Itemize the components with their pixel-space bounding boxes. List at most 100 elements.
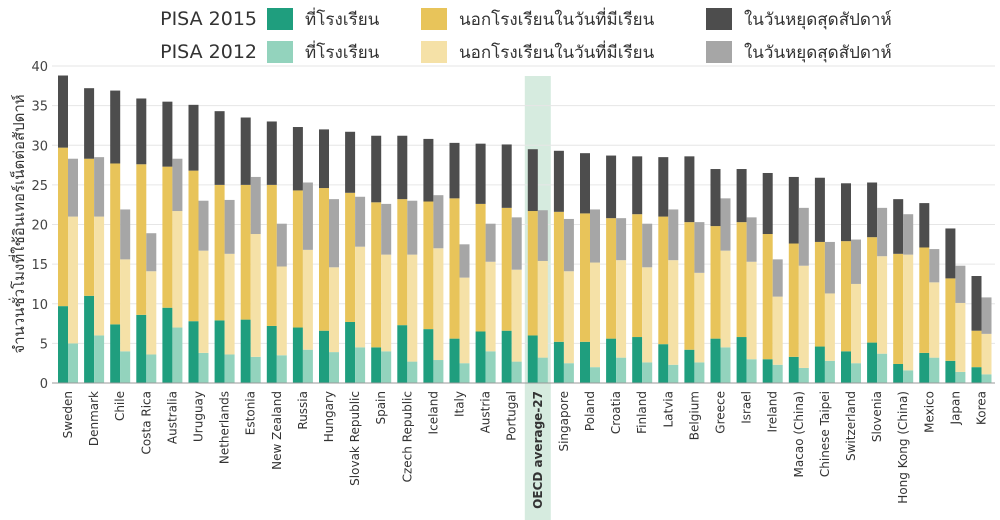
bar-2015-weekend bbox=[710, 169, 721, 227]
bar-2012-school bbox=[668, 364, 679, 383]
x-tick-label: Estonia bbox=[244, 391, 258, 435]
y-tick-label: 5 bbox=[40, 337, 48, 352]
x-tick-label: Finland bbox=[635, 391, 649, 434]
bar-2012-school bbox=[746, 359, 757, 383]
bar-2012-school bbox=[146, 354, 157, 383]
bar-2015-outside bbox=[136, 164, 147, 315]
bar-2015-school bbox=[814, 346, 825, 383]
bar-2012-weekend bbox=[590, 209, 600, 263]
x-tick-label: Hungary bbox=[322, 391, 336, 442]
bar-2015-school bbox=[397, 325, 408, 383]
bar-2015-weekend bbox=[788, 176, 799, 244]
bar-2015-weekend bbox=[893, 199, 904, 254]
legend-swatch-2015-weekend bbox=[706, 8, 732, 30]
bar-2015-school bbox=[606, 338, 617, 383]
legend-row-label-2015: PISA 2015 bbox=[160, 8, 257, 30]
bar-2012-weekend bbox=[381, 203, 392, 255]
bar-2012-outside bbox=[798, 265, 809, 368]
y-axis-label: จำนวนชั่วโมงที่ใช้อินเทอร์เน็ตต่อสัปดาห์ bbox=[8, 94, 28, 353]
bar-2012-weekend bbox=[355, 196, 366, 247]
bar-2012-outside bbox=[94, 216, 105, 336]
bar-2015-weekend bbox=[919, 203, 930, 248]
y-tick-label: 25 bbox=[31, 179, 48, 194]
x-tick-label: Latvia bbox=[661, 391, 675, 428]
bar-2015-weekend bbox=[553, 150, 564, 212]
x-tick-label: Iceland bbox=[426, 391, 440, 434]
bar-2012-outside bbox=[250, 234, 261, 357]
x-tick-label: Australia bbox=[165, 391, 179, 444]
bar-2012-outside bbox=[955, 302, 966, 372]
x-tick-label: Singapore bbox=[557, 391, 571, 452]
bar-2015-weekend bbox=[266, 121, 277, 185]
bar-2015-outside bbox=[814, 241, 825, 347]
bar-2012-weekend bbox=[485, 223, 496, 262]
bar-2012-outside bbox=[355, 246, 366, 348]
bar-2012-school bbox=[981, 374, 992, 383]
bar-2012-school bbox=[772, 364, 783, 383]
bar-2012-weekend bbox=[302, 182, 313, 250]
bar-2015-weekend bbox=[136, 98, 147, 165]
bar-2012-weekend bbox=[563, 218, 574, 272]
bar-2012-weekend bbox=[511, 217, 522, 270]
bar-2015-weekend bbox=[527, 149, 538, 212]
bar-2012-outside bbox=[485, 261, 496, 352]
bar-2015-outside bbox=[684, 222, 695, 350]
bar-2012-weekend bbox=[851, 239, 861, 284]
y-tick-label: 30 bbox=[31, 139, 48, 154]
bar-2015-school bbox=[501, 330, 512, 383]
bar-2012-school bbox=[94, 335, 105, 383]
x-tick-label: Japan bbox=[948, 391, 962, 425]
x-tick-label: Macao (China) bbox=[792, 391, 806, 477]
bar-2015-outside bbox=[423, 201, 434, 330]
x-tick-label: Israel bbox=[740, 391, 754, 424]
bar-2015-outside bbox=[736, 222, 747, 338]
bar-2012-weekend bbox=[172, 158, 183, 212]
legend-swatch-2015-school bbox=[267, 8, 293, 30]
x-tick-label: Portugal bbox=[505, 391, 519, 441]
bar-2015-weekend bbox=[606, 155, 617, 219]
bar-2015-outside bbox=[553, 211, 564, 342]
bar-2012-outside bbox=[407, 254, 418, 362]
bar-2015-school bbox=[632, 337, 643, 383]
bar-2015-outside bbox=[762, 234, 773, 360]
bar-2012-outside bbox=[459, 277, 470, 364]
x-tick-label: Costa Rica bbox=[139, 391, 153, 454]
bar-2012-weekend bbox=[720, 198, 731, 251]
bar-2015-school bbox=[110, 324, 121, 383]
bar-2015-weekend bbox=[867, 182, 878, 238]
bar-2012-weekend bbox=[250, 176, 261, 235]
bar-2015-weekend bbox=[84, 88, 95, 159]
bar-2015-outside bbox=[580, 213, 590, 342]
bar-2012-outside bbox=[851, 283, 861, 364]
legend-item-2012-weekend: ในวันหยุดสุดสัปดาห์ bbox=[744, 42, 892, 63]
bar-2015-outside bbox=[371, 202, 382, 348]
bar-2015-weekend bbox=[475, 143, 486, 204]
bar-2012-school bbox=[798, 367, 809, 383]
bar-2015-school bbox=[449, 338, 460, 383]
bar-2015-weekend bbox=[371, 135, 382, 203]
bar-2012-school bbox=[172, 327, 183, 383]
bar-2012-school bbox=[590, 367, 600, 383]
bar-2015-outside bbox=[162, 166, 173, 308]
bar-2015-weekend bbox=[684, 156, 695, 223]
bar-2012-school bbox=[381, 351, 392, 383]
bar-2012-school bbox=[302, 349, 313, 383]
bar-2012-weekend bbox=[407, 200, 418, 255]
bar-2015-school bbox=[527, 335, 538, 383]
bar-2012-school bbox=[511, 361, 522, 383]
bar-2012-outside bbox=[929, 282, 940, 358]
bar-2012-weekend bbox=[824, 241, 835, 294]
x-tick-label: Chinese Taipei bbox=[818, 391, 832, 477]
bar-2012-school bbox=[929, 357, 940, 383]
bar-2015-weekend bbox=[319, 129, 329, 189]
bar-2015-outside bbox=[710, 226, 721, 339]
bar-2012-weekend bbox=[146, 233, 157, 272]
y-tick-label: 10 bbox=[31, 298, 48, 313]
bar-2015-weekend bbox=[240, 117, 251, 185]
x-tick-label: Switzerland bbox=[844, 391, 858, 461]
bar-2015-school bbox=[553, 341, 564, 383]
bar-2015-school bbox=[84, 295, 95, 383]
legend-row-label-2012: PISA 2012 bbox=[160, 41, 257, 63]
bar-2015-school bbox=[136, 314, 147, 383]
bar-2012-outside bbox=[329, 267, 339, 353]
